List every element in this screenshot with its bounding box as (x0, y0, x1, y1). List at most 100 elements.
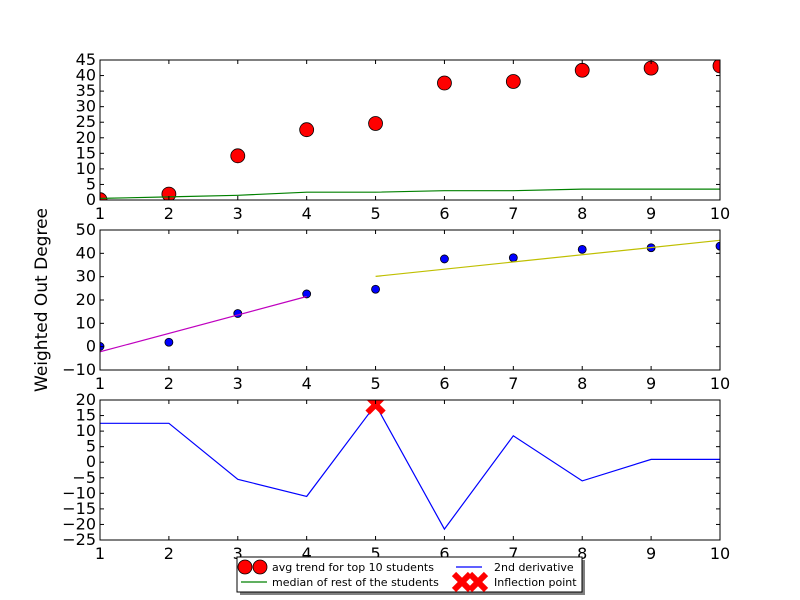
legend-item-2: 2nd derivative (456, 561, 574, 574)
x-tick-label: 6 (439, 204, 449, 223)
middle-series-2-line (375, 239, 720, 277)
y-tick-label: 10 (76, 313, 96, 332)
middle-point-4 (302, 289, 312, 299)
panel-middle: 1 2 3 4 5 6 7 8 9 10 −10 0 10 20 30 40 50 (62, 220, 730, 393)
top-point-4 (299, 122, 315, 138)
middle-point-5 (371, 284, 380, 294)
x-tick-label: 3 (233, 204, 243, 223)
middle-point-6 (440, 254, 449, 264)
legend-marker-icon (252, 559, 268, 575)
x-tick-label: 10 (710, 204, 730, 223)
y-tick-label: 25 (76, 112, 96, 131)
y-tick-label: 30 (76, 97, 96, 116)
x-tick-label: 8 (577, 544, 587, 563)
middle-point-10 (715, 241, 720, 251)
x-tick-label: 3 (233, 374, 243, 393)
bottom-series-0-line (100, 403, 720, 531)
legend-label: 2nd derivative (494, 561, 574, 574)
legend-label: Inflection point (494, 576, 577, 589)
y-tick-label: 10 (76, 421, 96, 440)
x-tick-label: 9 (646, 544, 656, 563)
legend-item-0: avg trend for top 10 students (237, 559, 434, 575)
middle-point-7 (508, 253, 518, 263)
y-tick-label: 0 (86, 190, 96, 209)
y-tick-label: 45 (76, 50, 96, 69)
y-tick-label: 40 (76, 243, 96, 262)
y-tick-label: −15 (62, 499, 96, 518)
y-tick-label: 35 (76, 81, 96, 100)
axes-frame-top (99, 59, 721, 201)
x-tick-label: 9 (646, 204, 656, 223)
top-point-5 (368, 116, 383, 131)
y-tick-label: 20 (76, 390, 96, 409)
x-tick-label: 1 (95, 544, 105, 563)
y-tick-label: 30 (76, 267, 96, 286)
top-point-3 (230, 148, 246, 164)
top-point-8 (574, 62, 590, 78)
x-tick-label: 2 (164, 204, 174, 223)
inflection-marker (365, 400, 386, 415)
plot-area-top (100, 60, 720, 200)
y-tick-label: 15 (76, 143, 96, 162)
x-tick-label: 10 (710, 544, 730, 563)
x-tick-label: 5 (370, 544, 380, 563)
x-tick-label: 6 (439, 374, 449, 393)
plot-area-bottom (100, 400, 720, 531)
legend-label: median of rest of the students (272, 576, 439, 589)
y-tick-label: 0 (86, 337, 96, 356)
x-tick-label: 2 (164, 544, 174, 563)
x-tick-label: 4 (302, 204, 312, 223)
legend: avg trend for top 10 students median of r… (236, 556, 585, 595)
x-tick-label: 5 (370, 204, 380, 223)
x-tick-label: 9 (646, 374, 656, 393)
middle-point-8 (577, 244, 587, 254)
legend-x-icon (451, 571, 473, 593)
y-tick-label: 20 (76, 128, 96, 147)
y-tick-label: −10 (62, 360, 96, 379)
top-point-7 (505, 74, 521, 89)
top-point-10 (712, 60, 720, 74)
top-series-1-line (100, 188, 720, 199)
legend-item-3: Inflection point (451, 571, 577, 593)
axes-frame-bottom (99, 399, 721, 541)
middle-point-3 (233, 309, 243, 318)
x-tick-label: 5 (370, 374, 380, 393)
x-tick-label: 4 (302, 544, 312, 563)
y-tick-label: −25 (62, 530, 96, 549)
y-tick-label: 5 (86, 174, 96, 193)
legend-x-icon (467, 571, 489, 593)
y-tick-label: −20 (62, 514, 96, 533)
legend-label: avg trend for top 10 students (272, 561, 434, 574)
legend-item-1: median of rest of the students (241, 576, 439, 589)
x-tick-label: 7 (508, 204, 518, 223)
middle-series-1-line (100, 295, 307, 353)
middle-point-2 (164, 337, 174, 347)
y-axis-label: Weighted Out Degree (32, 208, 52, 392)
y-tick-label: −10 (62, 483, 96, 502)
x-tick-label: 2 (164, 374, 174, 393)
x-tick-label: 3 (233, 544, 243, 563)
y-tick-label: 10 (76, 159, 96, 178)
top-point-6 (437, 75, 452, 91)
y-tick-label: 50 (76, 220, 96, 239)
y-tick-label: 0 (86, 452, 96, 471)
x-tick-label: 10 (710, 374, 730, 393)
x-tick-label: 8 (577, 374, 587, 393)
y-tick-label: 20 (76, 290, 96, 309)
y-tick-label: 15 (76, 406, 96, 425)
x-tick-label: 6 (439, 544, 449, 563)
x-tick-label: 1 (95, 204, 105, 223)
y-tick-label: −5 (72, 468, 96, 487)
legend-marker-icon (237, 559, 253, 575)
x-tick-label: 8 (577, 204, 587, 223)
x-tick-label: 1 (95, 374, 105, 393)
inflection-marker-stroke-b (365, 400, 385, 415)
plot-area-middle (100, 239, 720, 353)
x-tick-label: 7 (508, 544, 518, 563)
x-tick-label: 4 (302, 374, 312, 393)
